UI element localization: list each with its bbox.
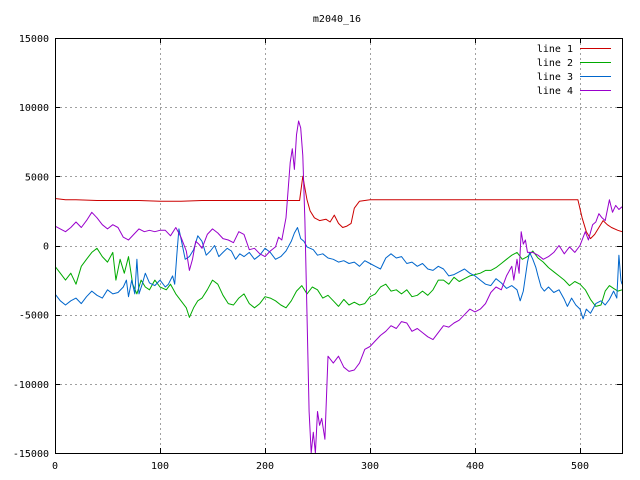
legend-label-2: line 2: [537, 58, 573, 69]
x-tick-label: 200: [256, 461, 274, 472]
y-tick-label: 0: [43, 242, 49, 253]
y-tick-label: -10000: [13, 380, 49, 391]
series-line-4: [55, 120, 622, 453]
y-tick-label: 5000: [25, 172, 49, 183]
legend-label-1: line 1: [537, 44, 573, 55]
y-tick-label: 15000: [19, 34, 49, 45]
x-tick-label: 300: [361, 461, 379, 472]
x-tick-label: 100: [151, 461, 169, 472]
plot-frame: [55, 38, 623, 454]
legend-label-4: line 4: [537, 86, 573, 97]
y-tick-label: -5000: [19, 311, 49, 322]
series-line-3: [55, 227, 622, 320]
series-line-2: [55, 247, 622, 318]
x-tick-label: 0: [52, 461, 58, 472]
y-tick-label: 10000: [19, 103, 49, 114]
series-clip: [55, 120, 622, 453]
series-group: [55, 120, 622, 453]
legend-label-3: line 3: [537, 72, 573, 83]
grid: [55, 38, 622, 453]
legend: line 1 line 2 line 3 line 4: [537, 44, 611, 97]
x-tick-label: 500: [571, 461, 589, 472]
series-line-1: [55, 175, 622, 240]
y-tick-label: -15000: [13, 449, 49, 460]
x-tick-label: 400: [466, 461, 484, 472]
chart-title: m2040_16: [313, 14, 361, 25]
